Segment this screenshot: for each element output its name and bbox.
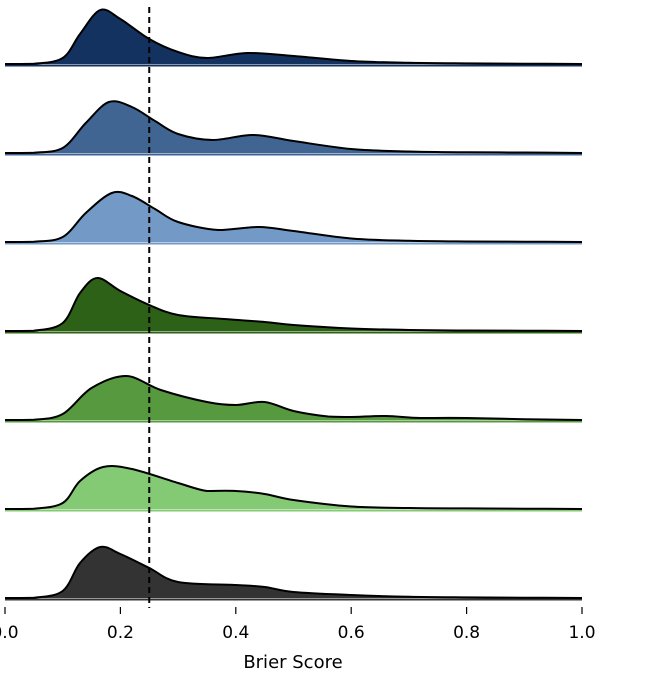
ridge-outline-5 [4, 374, 583, 421]
ridge-outline-2 [4, 100, 583, 154]
ridge-outline-6 [4, 465, 583, 510]
x-tick-label: 1.0 [568, 623, 595, 643]
ridge-outline-3 [4, 190, 583, 243]
x-axis-label: Brier Score [243, 652, 342, 673]
ridge-fill-7 [5, 546, 582, 598]
ridge-fill-3 [5, 191, 582, 242]
ridge-fill-5 [5, 375, 582, 420]
x-tick-label: 0.0 [0, 623, 19, 643]
ridge-fill-2 [5, 101, 582, 153]
ridge-fill-4 [5, 277, 582, 331]
ridge-outline-7 [4, 545, 583, 599]
x-tick-label: 0.4 [222, 623, 249, 643]
x-tick-label: 0.8 [453, 623, 480, 643]
ridge-outline-4 [4, 277, 583, 332]
x-tick-label: 0.2 [107, 623, 134, 643]
ridge-outline-1 [4, 8, 583, 65]
ridges [4, 8, 583, 601]
x-tick-label: 0.6 [338, 623, 365, 643]
x-axis: 0.0 0.2 0.4 0.6 0.8 1.0 [0, 607, 596, 643]
